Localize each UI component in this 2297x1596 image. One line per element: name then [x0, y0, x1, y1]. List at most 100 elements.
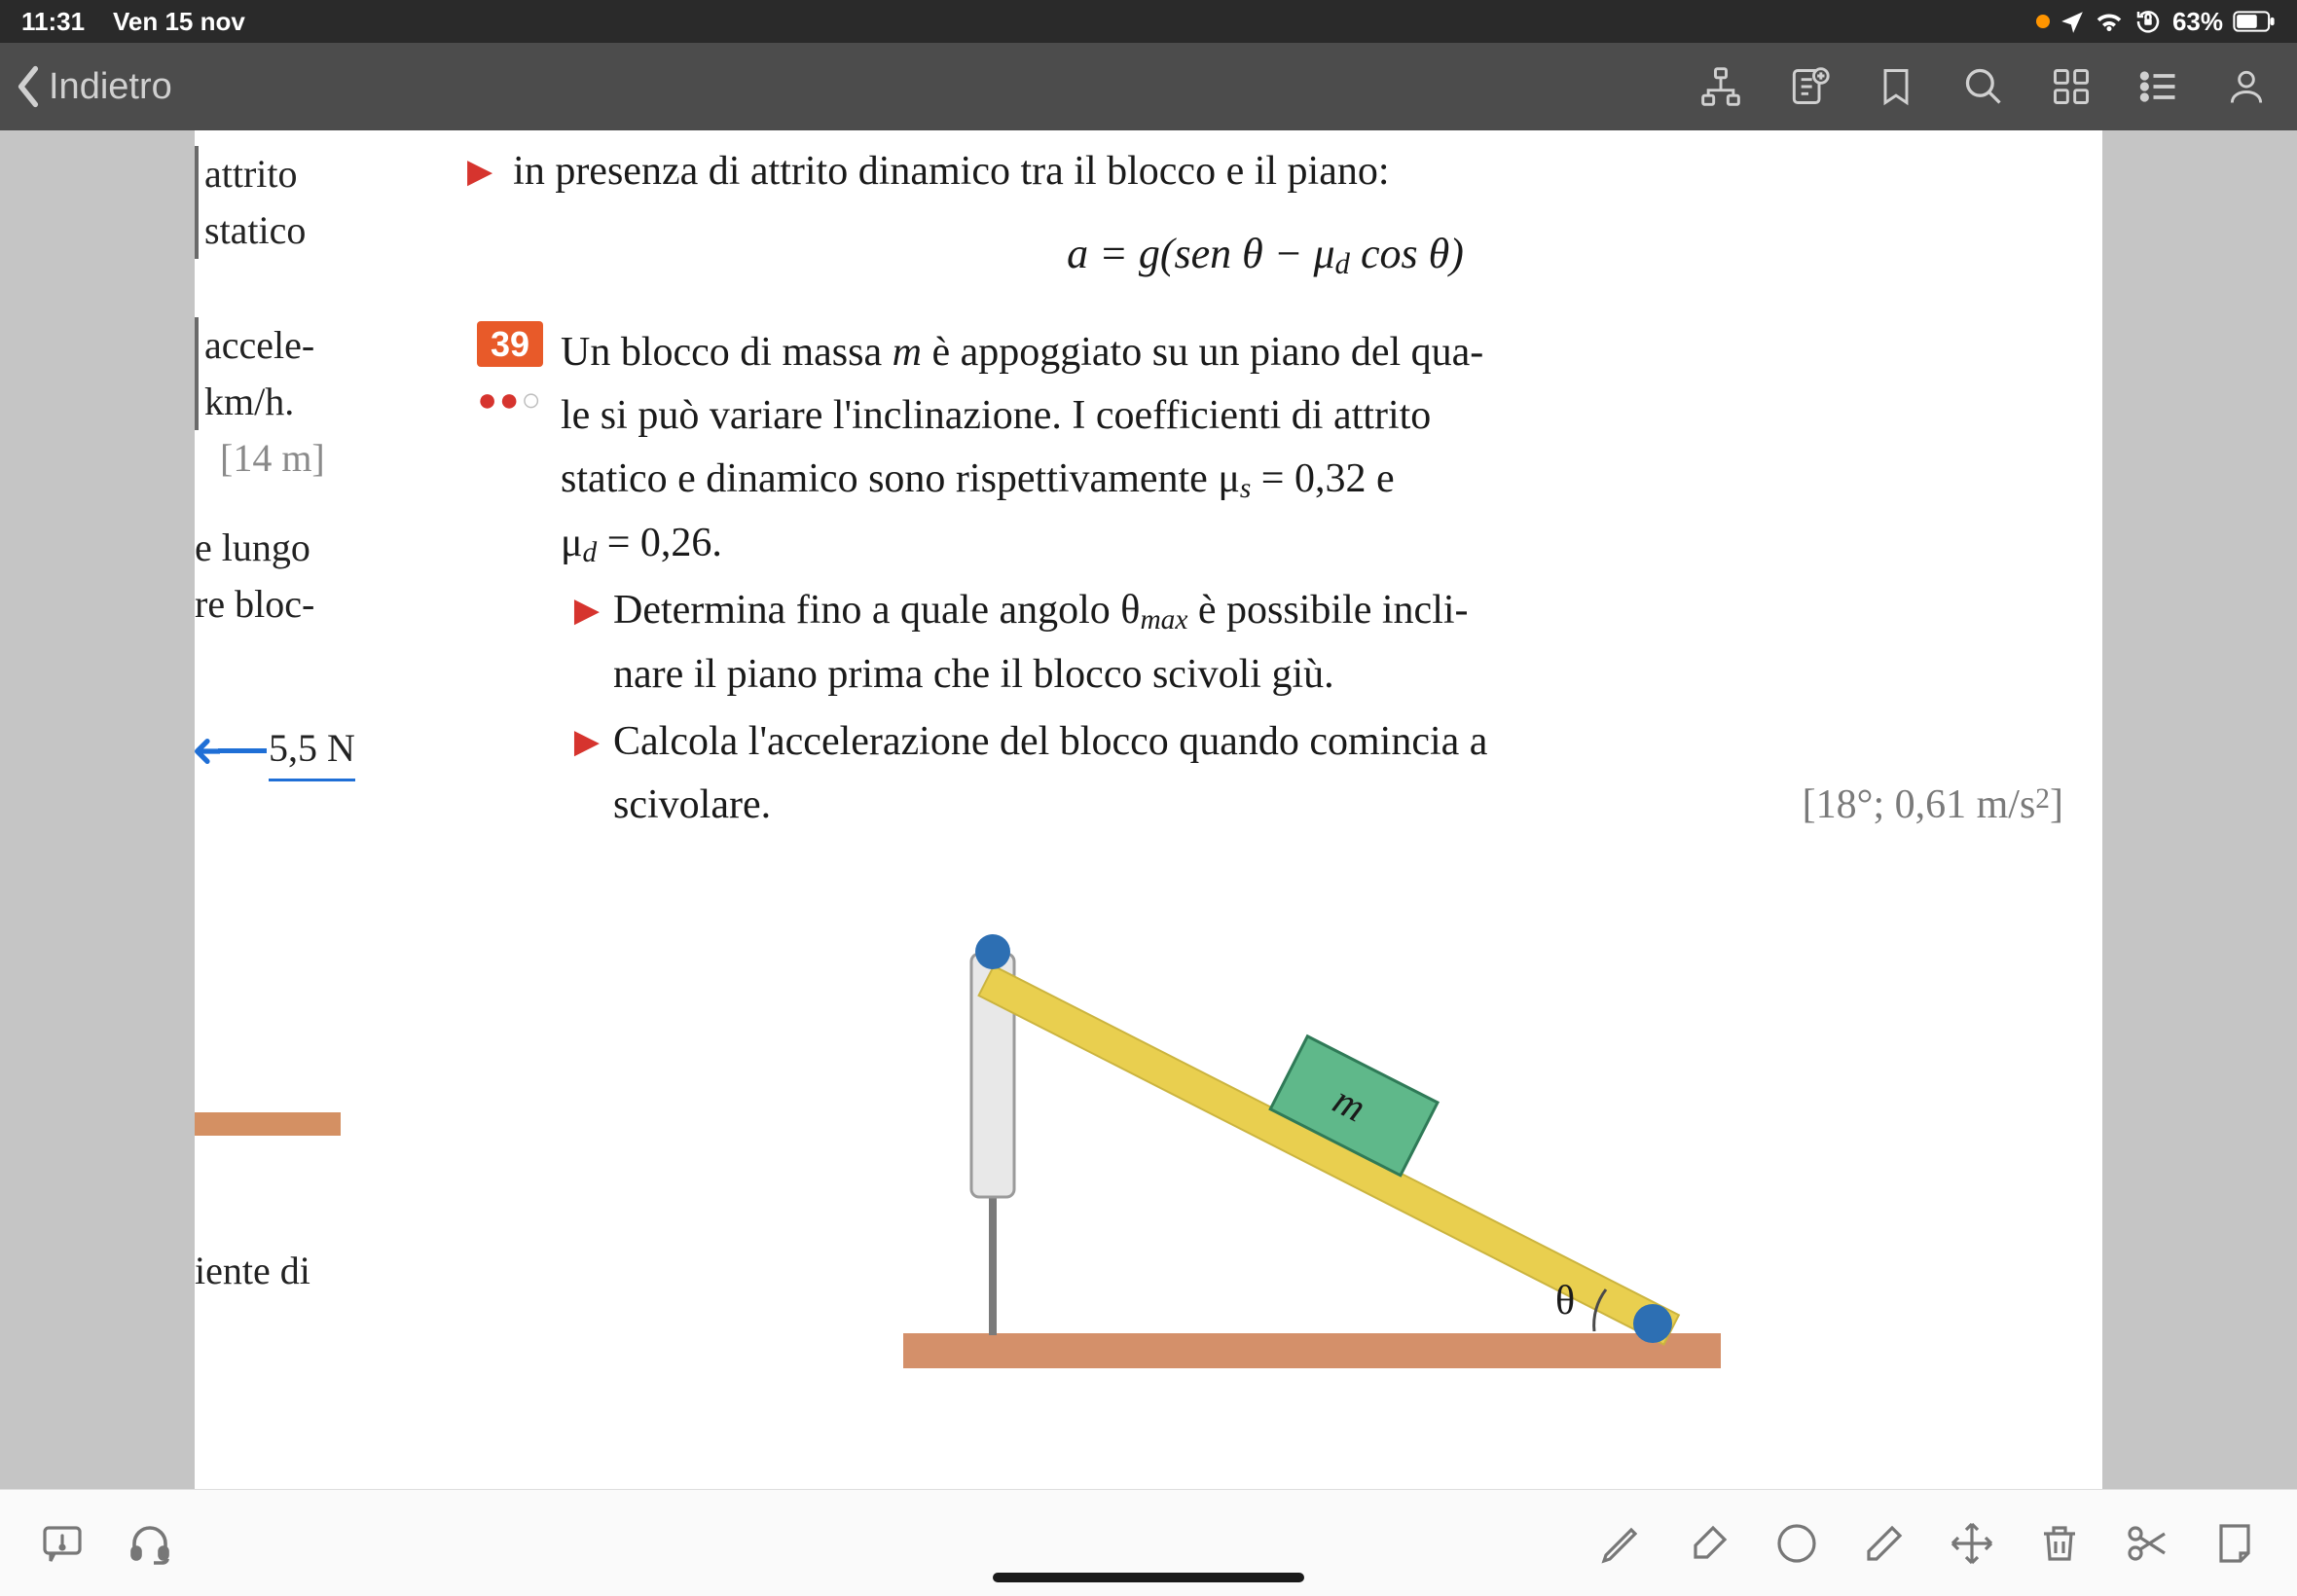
bullet-line: Calcola l'accelerazione del blocco quand…	[613, 719, 1487, 764]
formula-part: a	[1067, 230, 1088, 277]
prob-line: μ	[561, 521, 583, 565]
left-column: attrito statico accele- km/h. [14 m] e l…	[195, 130, 399, 1299]
prob-line: = 0,32 e	[1251, 456, 1394, 501]
force-value: 5,5 N	[269, 720, 355, 781]
left-underbar	[195, 1112, 341, 1136]
page[interactable]: attrito statico accele- km/h. [14 m] e l…	[195, 130, 2102, 1489]
triangle-icon: ▶	[574, 593, 600, 629]
formula-part: g(sen θ − μ	[1139, 230, 1335, 277]
formula-part: cos θ)	[1350, 230, 1464, 277]
formula-part: =	[1088, 230, 1139, 277]
trash-icon[interactable]	[2036, 1520, 2083, 1567]
status-date: Ven 15 nov	[113, 7, 245, 36]
shape-circle-icon[interactable]	[1773, 1520, 1820, 1567]
eraser-icon[interactable]	[1861, 1520, 1908, 1567]
bullet-text: Calcola l'accelerazione del blocco quand…	[613, 710, 2063, 837]
bookmark-icon[interactable]	[1875, 65, 1917, 108]
bullet-line: nare il piano prima che il blocco scivol…	[613, 652, 1334, 697]
pencil-icon[interactable]	[1598, 1520, 1645, 1567]
highlighter-icon[interactable]	[1686, 1520, 1732, 1567]
scissors-icon[interactable]	[2124, 1520, 2170, 1567]
formula-sub: d	[1335, 247, 1350, 280]
bullet-line: scivolare.	[613, 782, 771, 827]
nav-bar: Indietro	[0, 43, 2297, 130]
ground	[903, 1333, 1721, 1368]
left-text: km/h.	[204, 374, 399, 430]
problem-39: 39 ●●○ Un blocco di massa m è appoggiato…	[467, 321, 2063, 1401]
status-time: 11:31	[21, 7, 85, 36]
difficulty-dots: ●●○	[477, 382, 543, 418]
bullet-line: è possibile incli-	[1187, 588, 1468, 633]
location-icon	[2060, 9, 2085, 34]
search-icon[interactable]	[1962, 65, 2005, 108]
intro-text: in presenza di attrito dinamico tra il b…	[513, 149, 1389, 194]
left-fragment-1: attrito statico	[195, 146, 399, 259]
wifi-icon	[2095, 7, 2124, 36]
page-wrap: attrito statico accele- km/h. [14 m] e l…	[0, 130, 2297, 1489]
left-text: accele-	[204, 317, 399, 374]
answer-text: ]	[2050, 782, 2063, 827]
left-text: re bloc-	[195, 576, 399, 633]
headset-icon[interactable]	[127, 1520, 173, 1567]
prob-line: le si può variare l'inclinazione. I coef…	[561, 393, 1431, 438]
left-answer: [14 m]	[195, 430, 399, 487]
list-icon[interactable]	[2137, 65, 2180, 108]
note-icon[interactable]	[2211, 1520, 2258, 1567]
prob-line: Un blocco di massa	[561, 330, 893, 375]
left-fragment-3: e lungo re bloc-	[195, 520, 399, 633]
force-arrow: 5,5 N	[195, 720, 399, 781]
bullet-line: Determina fino a quale angolo θ	[613, 588, 1140, 633]
top-pivot	[975, 934, 1010, 969]
prob-line: statico e dinamico sono rispettivamente …	[561, 456, 1240, 501]
battery-icon	[2233, 11, 2276, 32]
back-button[interactable]: Indietro	[14, 65, 172, 108]
left-fragment-2: accele- km/h.	[195, 317, 399, 430]
main-column: ▶ in presenza di attrito dinamico tra il…	[467, 140, 2063, 1401]
intro-line: ▶ in presenza di attrito dinamico tra il…	[467, 140, 2063, 203]
prob-line: è appoggiato su un piano del qua-	[922, 330, 1483, 375]
bullet-1: ▶ Determina fino a quale angolo θmax è p…	[561, 579, 2063, 707]
answer: [18°; 0,61 m/s2]	[1803, 774, 2063, 837]
bullet-sub: max	[1140, 604, 1187, 635]
left-text: attrito	[204, 146, 399, 202]
problem-bullets: ▶ Determina fino a quale angolo θmax è p…	[561, 579, 2063, 837]
figure-inclined-plane: m θ	[874, 876, 1750, 1401]
problem-number: 39	[477, 321, 543, 367]
back-label: Indietro	[49, 66, 172, 108]
triangle-icon: ▶	[467, 154, 492, 190]
left-text: e lungo	[195, 520, 399, 576]
home-indicator[interactable]	[993, 1573, 1304, 1582]
status-right: 63%	[2036, 7, 2276, 37]
problem-tag: 39 ●●○	[467, 321, 543, 1401]
prob-line: = 0,26.	[597, 521, 722, 565]
triangle-icon: ▶	[574, 724, 600, 760]
rotation-lock-icon	[2133, 7, 2163, 36]
prob-sub: d	[583, 537, 598, 568]
arrow-left-icon	[195, 739, 220, 764]
prob-sub: s	[1240, 473, 1251, 504]
grid-icon[interactable]	[2050, 65, 2093, 108]
sitemap-icon[interactable]	[1699, 65, 1742, 108]
nav-icons	[1699, 65, 2268, 108]
battery-percent: 63%	[2172, 7, 2223, 37]
answer-sup: 2	[2035, 783, 2050, 815]
recording-dot-icon	[2036, 15, 2050, 28]
status-left: 11:31 Ven 15 nov	[21, 7, 245, 37]
plank-group: m	[979, 895, 1716, 1345]
move-icon[interactable]	[1949, 1520, 1995, 1567]
prob-var: m	[893, 330, 922, 375]
bottom-pivot	[1633, 1304, 1672, 1343]
left-text: statico	[204, 202, 399, 259]
toolbar-left	[39, 1520, 173, 1567]
problem-text: Un blocco di massa m è appoggiato su un …	[561, 321, 2063, 1401]
answer-text: [18°; 0,61 m/s	[1803, 782, 2036, 827]
status-bar: 11:31 Ven 15 nov 63%	[0, 0, 2297, 43]
profile-icon[interactable]	[2225, 65, 2268, 108]
angle-label: θ	[1555, 1279, 1575, 1324]
formula: a = g(sen θ − μd cos θ)	[467, 221, 2063, 288]
add-note-icon[interactable]	[1787, 65, 1830, 108]
feedback-icon[interactable]	[39, 1520, 86, 1567]
bullet-text: Determina fino a quale angolo θmax è pos…	[613, 579, 2063, 707]
toolbar-right	[1598, 1520, 2258, 1567]
left-text: iente di	[195, 1243, 399, 1299]
